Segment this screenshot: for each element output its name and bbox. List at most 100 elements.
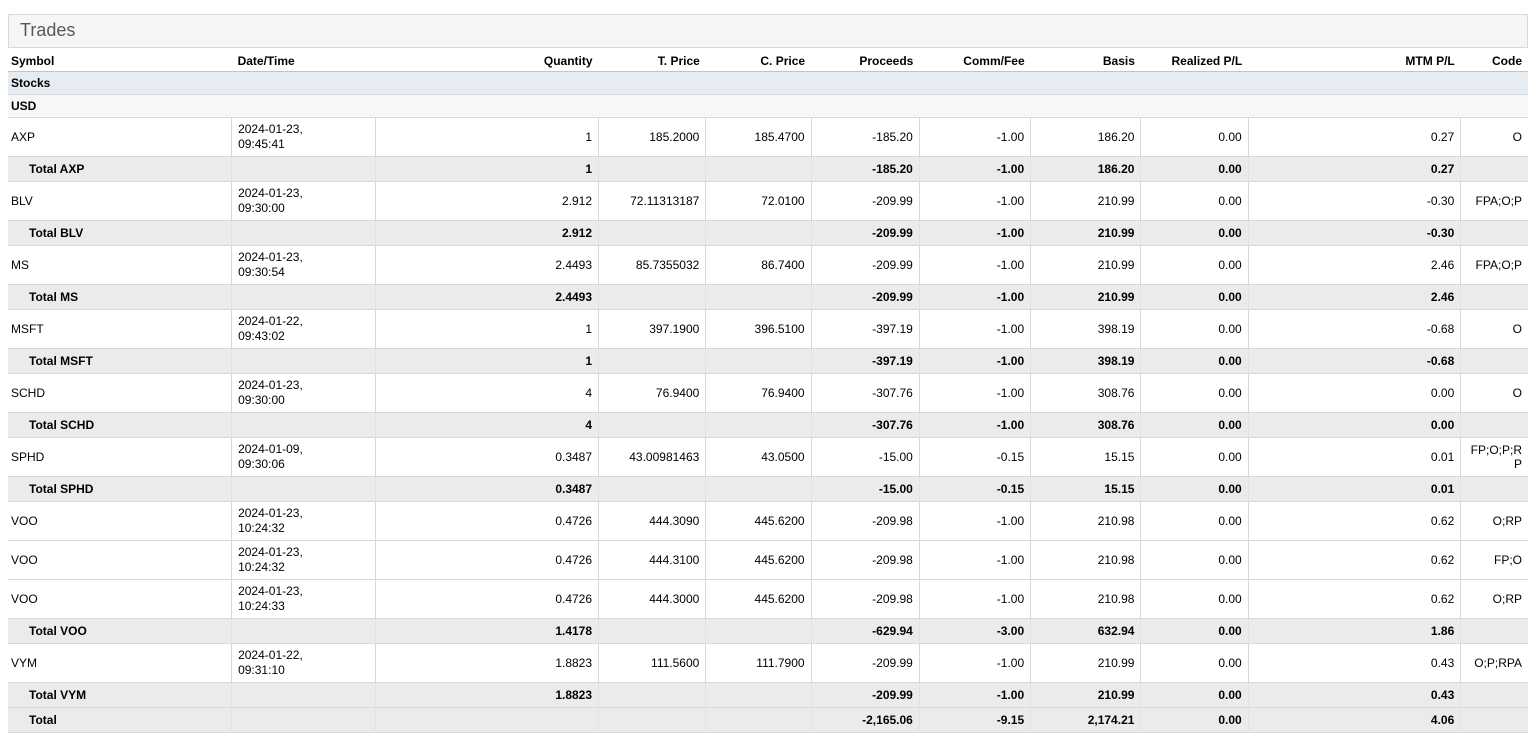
cell-proceeds: -397.19 — [811, 309, 920, 349]
column-header-proceeds: Proceeds — [859, 54, 914, 68]
cell-code — [1460, 476, 1528, 502]
cell-quantity — [375, 707, 600, 733]
cell-quantity: 0.4726 — [375, 540, 600, 580]
column-header-quantity: Quantity — [543, 54, 593, 68]
trade-row-vym: VYM 2024-01-22, 09:31:10 1.8823 111.5600 111.… — [8, 643, 1528, 683]
cell-symbol: MS — [8, 245, 233, 285]
subtotal-row: Total BLV 2.912 -209.99 -1.00 210.99 0.00 -0.3… — [8, 220, 1528, 246]
cell-realized_pl: 0.00 — [1140, 643, 1249, 683]
cell-proceeds: -209.99 — [811, 284, 920, 310]
cell-c_price — [705, 412, 812, 438]
cell-quantity: 0.4726 — [375, 501, 600, 541]
cell-t_price: 185.2000 — [598, 117, 707, 157]
currency-label: USD — [8, 94, 1528, 118]
cell-c_price — [705, 348, 812, 374]
total-label: Total AXP — [8, 156, 233, 182]
cell-code — [1460, 220, 1528, 246]
cell-quantity: 0.4726 — [375, 579, 600, 619]
cell-comm_fee: -1.00 — [919, 117, 1032, 157]
cell-datetime — [231, 348, 377, 374]
cell-realized_pl: 0.00 — [1140, 181, 1249, 221]
cell-code — [1460, 348, 1528, 374]
cell-c_price — [705, 476, 812, 502]
cell-code: FPA;O;P — [1475, 258, 1522, 272]
cell-basis: 210.98 — [1030, 501, 1142, 541]
cell-comm_fee: -1.00 — [919, 245, 1032, 285]
cell-t_price — [598, 156, 707, 182]
cell-basis: 15.15 — [1030, 476, 1142, 502]
currency-row-usd: USD — [8, 94, 1528, 118]
trade-row-voo: VOO 2024-01-23, 10:24:32 0.4726 444.3090 445.… — [8, 501, 1528, 541]
cell-code: FP;O;P;RP — [1470, 443, 1522, 471]
cell-proceeds: -209.98 — [811, 579, 920, 619]
cell-symbol: VOO — [8, 540, 233, 580]
cell-quantity: 0.3487 — [375, 476, 600, 502]
cell-proceeds: -209.99 — [811, 245, 920, 285]
cell-datetime: 2024-01-23, 09:45:41 — [231, 117, 377, 157]
total-label: Total SPHD — [8, 476, 233, 502]
cell-c_price: 43.0500 — [705, 437, 812, 477]
cell-t_price — [598, 476, 707, 502]
total-label: Total VOO — [8, 618, 233, 644]
section-row-stocks: Stocks — [8, 71, 1528, 95]
cell-mtm_pl: 0.43 — [1248, 643, 1462, 683]
total-label: Total SCHD — [8, 412, 233, 438]
cell-quantity: 4 — [375, 412, 600, 438]
total-label: Total BLV — [8, 220, 233, 246]
total-label: Total — [8, 707, 233, 733]
cell-code: O — [1512, 386, 1522, 400]
cell-c_price — [705, 284, 812, 310]
cell-t_price — [598, 412, 707, 438]
grandtotal-row: Total -2,165.06 -9.15 2,174.21 0.00 4.06 — [8, 707, 1528, 733]
cell-symbol: SCHD — [8, 373, 233, 413]
cell-code: O — [1512, 130, 1522, 144]
cell-code — [1460, 284, 1528, 310]
subtotal-row: Total SCHD 4 -307.76 -1.00 308.76 0.00 0.00 — [8, 412, 1528, 438]
cell-basis: 210.99 — [1030, 245, 1142, 285]
cell-realized_pl: 0.00 — [1140, 476, 1249, 502]
cell-datetime — [231, 156, 377, 182]
cell-proceeds: -185.20 — [811, 117, 920, 157]
cell-datetime — [231, 618, 377, 644]
cell-quantity: 2.4493 — [375, 284, 600, 310]
cell-proceeds: -209.98 — [811, 540, 920, 580]
cell-c_price — [705, 156, 812, 182]
cell-mtm_pl: 2.46 — [1248, 245, 1462, 285]
cell-comm_fee: -1.00 — [919, 348, 1032, 374]
cell-comm_fee: -1.00 — [919, 643, 1032, 683]
cell-datetime: 2024-01-23, 10:24:33 — [231, 579, 377, 619]
cell-c_price: 445.6200 — [705, 579, 812, 619]
column-header-mtm_pl: MTM P/L — [1405, 54, 1455, 68]
cell-datetime — [231, 476, 377, 502]
cell-realized_pl: 0.00 — [1140, 373, 1249, 413]
cell-mtm_pl: 0.00 — [1248, 373, 1462, 413]
cell-quantity: 1.8823 — [375, 643, 600, 683]
cell-t_price — [598, 284, 707, 310]
subtotal-row: Total MSFT 1 -397.19 -1.00 398.19 0.00 -0.68 — [8, 348, 1528, 374]
cell-t_price: 111.5600 — [598, 643, 707, 683]
cell-code: O;RP — [1492, 592, 1522, 606]
cell-quantity: 2.4493 — [375, 245, 600, 285]
cell-comm_fee: -1.00 — [919, 373, 1032, 413]
cell-realized_pl: 0.00 — [1140, 437, 1249, 477]
cell-t_price — [598, 618, 707, 644]
subtotal-row: Total AXP 1 -185.20 -1.00 186.20 0.00 0.27 — [8, 156, 1528, 182]
cell-t_price: 444.3090 — [598, 501, 707, 541]
cell-mtm_pl: 0.00 — [1248, 412, 1462, 438]
cell-t_price: 72.11313187 — [598, 181, 707, 221]
trade-row-ms: MS 2024-01-23, 09:30:54 2.4493 85.7355032 86.… — [8, 245, 1528, 285]
section-label: Stocks — [8, 71, 1528, 95]
cell-mtm_pl: 0.27 — [1248, 156, 1462, 182]
cell-realized_pl: 0.00 — [1140, 348, 1249, 374]
cell-datetime: 2024-01-23, 10:24:32 — [231, 540, 377, 580]
total-label: Total VYM — [8, 682, 233, 708]
report-section-title: Trades — [8, 14, 1528, 48]
cell-basis: 210.98 — [1030, 540, 1142, 580]
cell-comm_fee: -1.00 — [919, 220, 1032, 246]
column-header-c_price: C. Price — [760, 54, 806, 68]
cell-c_price: 445.6200 — [705, 540, 812, 580]
cell-realized_pl: 0.00 — [1140, 682, 1249, 708]
cell-basis: 398.19 — [1030, 309, 1142, 349]
trade-row-blv: BLV 2024-01-23, 09:30:00 2.912 72.11313187 72… — [8, 181, 1528, 221]
